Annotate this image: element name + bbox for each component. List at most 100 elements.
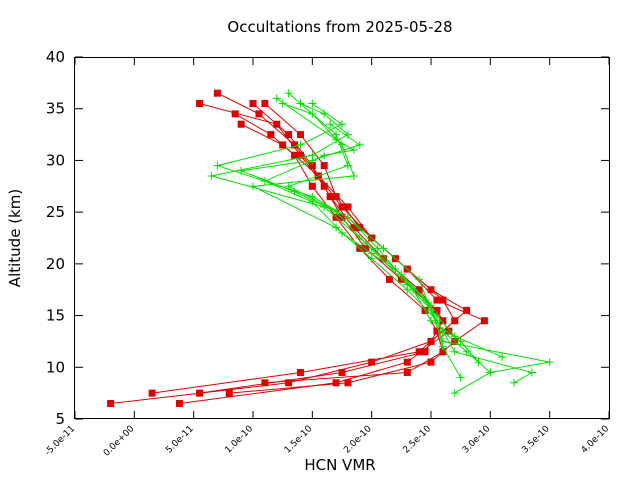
y-axis: 5 10 15 20 25 30 35 40 (46, 48, 609, 428)
data-point (267, 131, 275, 139)
data-point (107, 399, 115, 407)
data-point (332, 223, 341, 232)
data-point (355, 140, 364, 149)
data-point (403, 368, 411, 376)
data-point (480, 317, 488, 325)
y-tick-label: 10 (46, 358, 65, 376)
data-point (433, 306, 441, 314)
data-point (285, 379, 293, 387)
data-point (450, 389, 459, 398)
y-tick-label: 25 (46, 203, 65, 221)
x-tick-label: 2.5e-10 (402, 424, 434, 456)
data-point (338, 213, 346, 221)
data-point (397, 275, 405, 283)
data-point (296, 151, 304, 159)
data-point (338, 120, 346, 129)
series-line (211, 103, 491, 373)
data-point (510, 378, 519, 387)
series-line (263, 97, 462, 378)
data-point (225, 389, 233, 397)
data-point (415, 348, 423, 356)
data-point (527, 368, 536, 377)
data-point (421, 348, 429, 356)
series-4 (225, 120, 488, 397)
data-point (260, 177, 269, 186)
data-point (498, 352, 507, 361)
data-point (308, 162, 316, 170)
data-point (349, 171, 358, 180)
data-point (415, 286, 423, 294)
data-point (445, 327, 453, 335)
y-tick-label: 35 (46, 100, 65, 118)
x-tick-label: 0.0e+00 (102, 424, 137, 459)
data-point (474, 358, 483, 367)
data-point (486, 368, 495, 377)
data-point (427, 301, 435, 310)
plot-frame (74, 57, 610, 419)
data-point (385, 275, 393, 283)
data-point (296, 131, 304, 139)
data-point (338, 203, 346, 211)
data-point (463, 306, 471, 314)
data-point (433, 296, 441, 304)
series-line (110, 103, 468, 404)
data-point (308, 99, 317, 108)
series-line (229, 123, 486, 394)
y-tick-label: 5 (55, 410, 65, 428)
data-point (355, 234, 364, 242)
x-tick-label: 3.5e-10 (520, 424, 552, 456)
series-line (287, 92, 550, 394)
data-point (343, 161, 352, 170)
data-point (284, 89, 293, 98)
data-point (196, 389, 204, 397)
series-11 (260, 94, 465, 382)
data-point (296, 140, 305, 149)
data-point (261, 100, 269, 108)
data-point (272, 94, 281, 103)
data-point (367, 249, 376, 258)
data-point (296, 99, 305, 108)
series-0 (107, 100, 471, 407)
x-tick-label: 1.5e-10 (283, 424, 315, 456)
data-point (368, 358, 376, 366)
data-point (338, 368, 346, 376)
series-line (179, 103, 450, 404)
data-point (291, 151, 299, 159)
data-point (237, 166, 246, 175)
data-point (439, 348, 447, 356)
series-layer (107, 89, 554, 407)
data-point (332, 208, 341, 217)
data-point (237, 120, 245, 128)
data-point (320, 151, 329, 160)
data-point (451, 317, 459, 325)
data-point (350, 224, 358, 232)
x-tick-label: 5.0e-11 (164, 424, 196, 456)
data-point (403, 280, 412, 289)
data-point (403, 358, 411, 366)
data-point (415, 275, 424, 284)
data-point (308, 182, 316, 190)
data-point (439, 296, 447, 304)
data-point (373, 244, 382, 253)
x-tick-label: 4.0e-10 (580, 424, 612, 456)
data-point (207, 171, 216, 180)
data-point (338, 228, 346, 237)
data-point (361, 239, 370, 248)
data-point (308, 197, 317, 206)
data-point (196, 100, 204, 108)
data-point (450, 332, 459, 341)
x-tick-label: 3.0e-10 (461, 424, 493, 456)
series-line (234, 113, 444, 384)
data-point (456, 373, 465, 382)
data-point (213, 89, 221, 97)
y-tick-label: 40 (46, 48, 65, 66)
data-point (213, 161, 222, 170)
data-point (438, 342, 447, 351)
y-tick-label: 15 (46, 307, 65, 325)
data-point (433, 327, 441, 335)
series-2 (175, 100, 453, 407)
data-point (175, 399, 183, 407)
data-point (427, 358, 435, 366)
data-point (249, 100, 257, 108)
